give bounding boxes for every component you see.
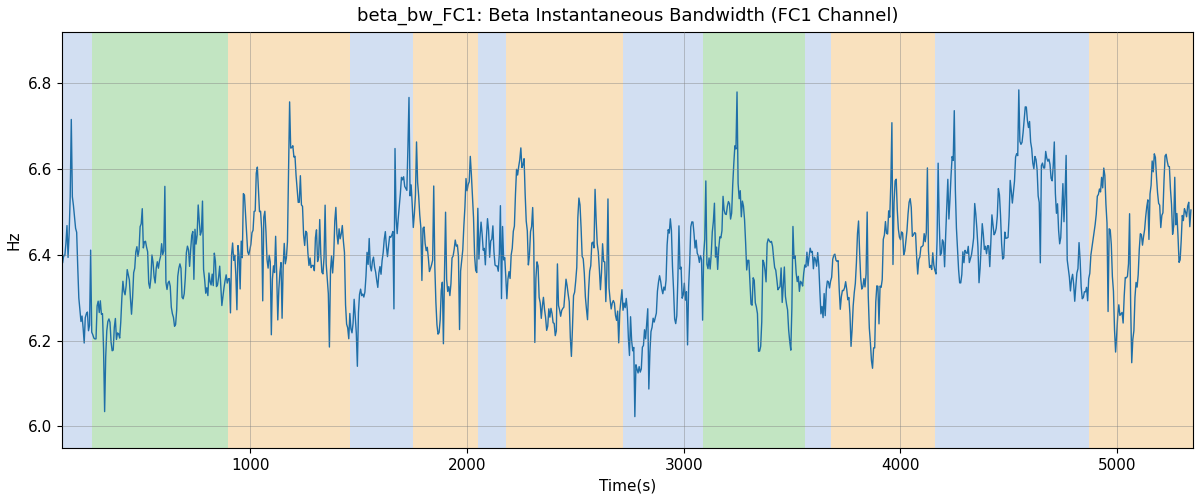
Bar: [61, 32, 92, 448]
Bar: [703, 32, 805, 448]
Bar: [1056, 32, 1090, 448]
Bar: [506, 32, 623, 448]
Bar: [1090, 32, 1193, 448]
Y-axis label: Hz: Hz: [7, 230, 22, 250]
Title: beta_bw_FC1: Beta Instantaneous Bandwidth (FC1 Channel): beta_bw_FC1: Beta Instantaneous Bandwidt…: [356, 7, 898, 25]
Bar: [623, 32, 655, 448]
Bar: [832, 32, 935, 448]
Bar: [413, 32, 478, 448]
Bar: [655, 32, 703, 448]
Bar: [805, 32, 832, 448]
Bar: [92, 32, 228, 448]
X-axis label: Time(s): Time(s): [599, 478, 656, 493]
Bar: [350, 32, 413, 448]
Bar: [935, 32, 1056, 448]
Bar: [228, 32, 350, 448]
Bar: [478, 32, 506, 448]
